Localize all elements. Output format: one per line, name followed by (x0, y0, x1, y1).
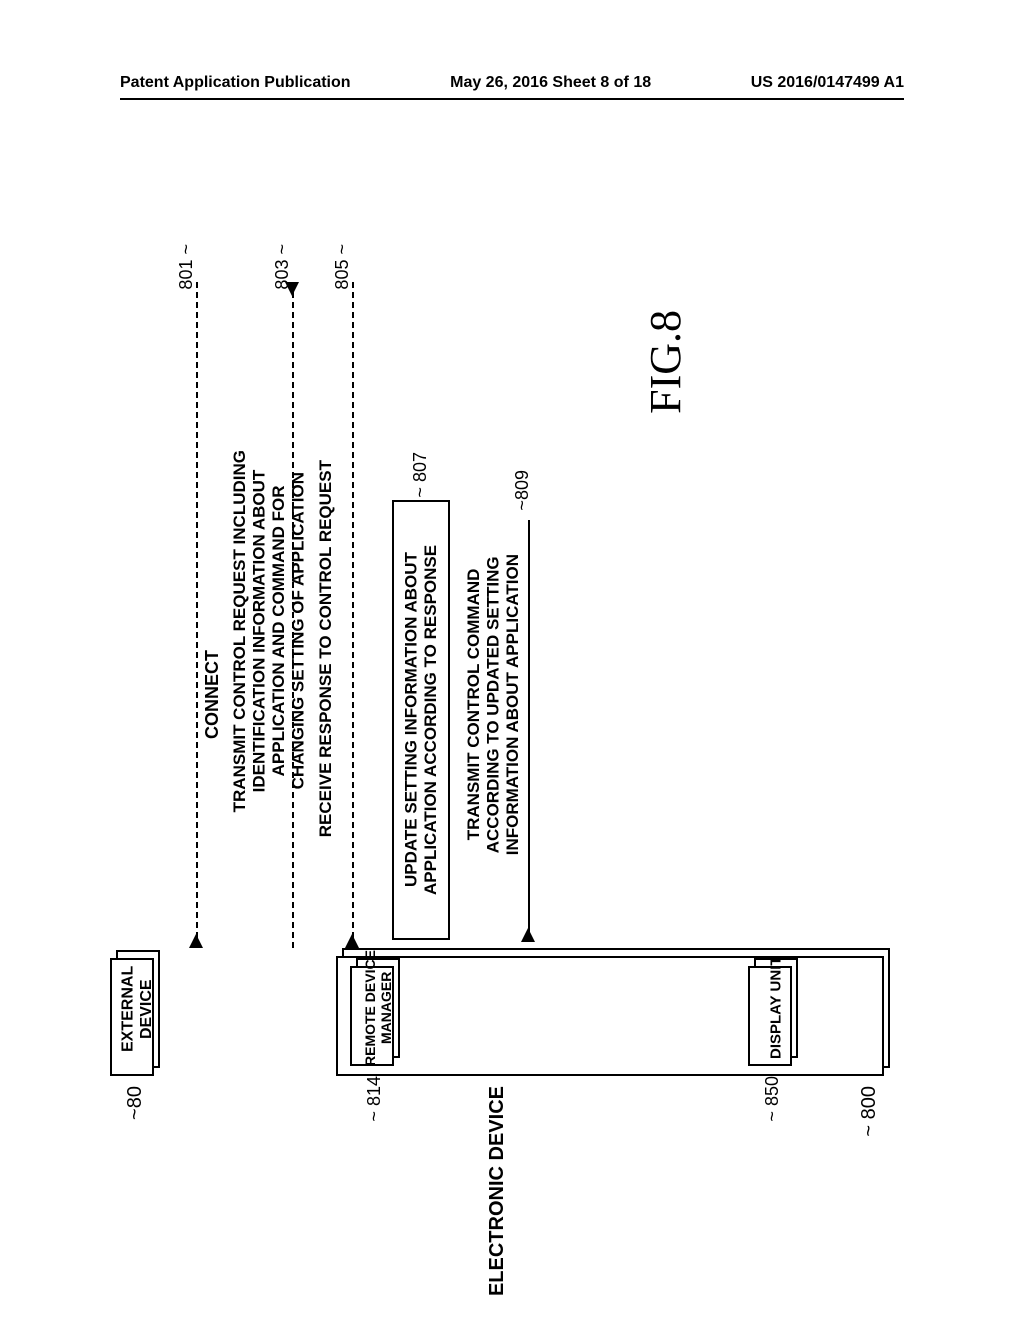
msg-805-ref: 805 ~ (332, 244, 353, 290)
electronic-device-box (342, 948, 890, 1068)
remote-device-manager-label: REMOTE DEVICEMANAGER (358, 960, 398, 1056)
remote-device-manager-box: REMOTE DEVICEMANAGER (356, 958, 400, 1058)
msg-805-line (352, 282, 354, 948)
header-left: Patent Application Publication (120, 74, 351, 92)
msg-801-line (196, 282, 198, 948)
electronic-device-ref: ~ 800 (858, 1086, 881, 1137)
msg-809-arrow (521, 928, 535, 942)
msg-809-ref: ~809 (512, 470, 533, 511)
msg-807-text: UPDATE SETTING INFORMATION ABOUTAPPLICAT… (394, 502, 448, 938)
msg-803-ref: 803 ~ (272, 244, 293, 290)
figure-label: FIG.8 (640, 310, 691, 414)
msg-809-line (528, 520, 530, 940)
external-device-ref: ~80 (124, 1086, 147, 1120)
external-device-box: EXTERNALDEVICE (116, 950, 160, 1068)
msg-801-arrow (189, 934, 203, 948)
external-device-label: EXTERNALDEVICE (118, 952, 158, 1066)
electronic-device-label: ELECTRONIC DEVICE (486, 1086, 509, 1296)
msg-807-box: UPDATE SETTING INFORMATION ABOUTAPPLICAT… (392, 500, 450, 940)
msg-801-text: CONNECT (202, 650, 223, 739)
sequence-diagram: EXTERNALDEVICE ~80 ELECTRONIC DEVICE ~ 8… (116, 250, 896, 1070)
display-unit-ref: ~ 850 (762, 1076, 783, 1122)
display-unit-box: DISPLAY UNIT (754, 958, 798, 1058)
msg-809-text: TRANSMIT CONTROL COMMANDACCORDING TO UPD… (464, 554, 523, 855)
msg-803-text: TRANSMIT CONTROL REQUEST INCLUDINGIDENTI… (230, 450, 308, 812)
display-unit-label: DISPLAY UNIT (756, 960, 796, 1056)
header-rule (120, 98, 904, 100)
remote-device-manager-ref: ~ 814 (364, 1076, 385, 1122)
page-header: Patent Application Publication May 26, 2… (0, 74, 1024, 92)
header-center: May 26, 2016 Sheet 8 of 18 (450, 74, 651, 92)
msg-807-ref: ~ 807 (410, 452, 431, 498)
msg-805-text: RECEIVE RESPONSE TO CONTROL REQUEST (316, 460, 336, 837)
msg-805-arrow (345, 934, 359, 948)
header-right: US 2016/0147499 A1 (751, 74, 904, 92)
msg-801-ref: 801 ~ (176, 244, 197, 290)
